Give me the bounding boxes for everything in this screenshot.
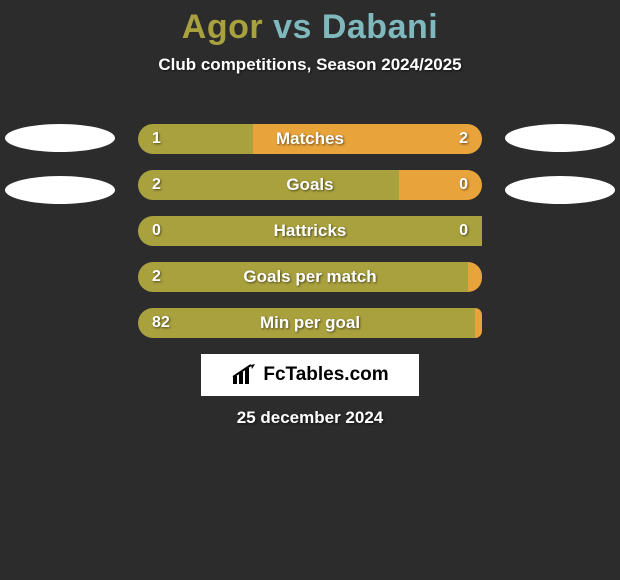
stat-row-matches: 1 Matches 2 [138, 124, 482, 154]
subtitle: Club competitions, Season 2024/2025 [0, 55, 620, 75]
stat-label: Goals per match [138, 262, 482, 292]
val-right: 0 [459, 216, 468, 246]
stat-row-goals: 2 Goals 0 [138, 170, 482, 200]
brand-text: FcTables.com [263, 364, 388, 386]
bar-chart-icon [231, 364, 257, 386]
val-right: 2 [459, 124, 468, 154]
stat-row-hattricks: 0 Hattricks 0 [138, 216, 482, 246]
stat-label: Matches [138, 124, 482, 154]
avatar-player2-b [505, 176, 615, 204]
stat-rows: 1 Matches 2 2 Goals 0 0 Hattricks 0 2 Go… [138, 124, 482, 354]
page-title: Agor vs Dabani [0, 0, 620, 47]
stat-label: Goals [138, 170, 482, 200]
val-right: 0 [459, 170, 468, 200]
avatar-player2-a [505, 124, 615, 152]
stat-row-min-per-goal: 82 Min per goal [138, 308, 482, 338]
title-vs: vs [273, 8, 312, 46]
stat-label: Min per goal [138, 308, 482, 338]
brand-badge: FcTables.com [201, 354, 419, 396]
stat-row-goals-per-match: 2 Goals per match [138, 262, 482, 292]
stat-label: Hattricks [138, 216, 482, 246]
avatar-player1-b [5, 176, 115, 204]
footer-date: 25 december 2024 [0, 408, 620, 428]
title-player1: Agor [182, 8, 263, 46]
avatar-player1-a [5, 124, 115, 152]
title-player2: Dabani [322, 8, 438, 46]
